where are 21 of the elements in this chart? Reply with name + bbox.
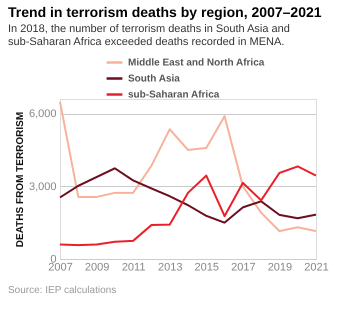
- x-tick-label: 2015: [194, 262, 220, 274]
- legend-label: Middle East and North Africa: [128, 58, 265, 68]
- line-series: [59, 165, 317, 246]
- legend-label: South Asia: [128, 74, 180, 84]
- source-note: Source: IEP calculations: [8, 285, 116, 296]
- line-series: [59, 100, 317, 232]
- x-tick-label: 2021: [304, 262, 329, 274]
- y-tick-label: 3,000: [28, 180, 56, 193]
- line-series: [59, 167, 317, 224]
- text: In 2018, the number of terrorism deaths in South Asia and: [8, 23, 290, 35]
- y-tick-label: 6,000: [28, 108, 56, 120]
- x-tick-label: 2011: [122, 262, 146, 274]
- text: sub-Saharan Africa exceeded deaths recorded in MENA.: [8, 36, 284, 48]
- x-tick-label: 2017: [231, 262, 256, 274]
- y-axis-title: DEATHS FROM TERRORISM: [14, 112, 26, 248]
- x-tick-label: 2009: [84, 262, 110, 274]
- legend-label: sub-Saharan Africa: [128, 90, 220, 100]
- x-tick-label: 2007: [48, 262, 73, 274]
- x-tick-label: 2019: [268, 262, 292, 274]
- chart-title: Trend in terrorism deaths by region, 2007–2021: [8, 4, 322, 20]
- x-tick-label: 2013: [158, 262, 182, 274]
